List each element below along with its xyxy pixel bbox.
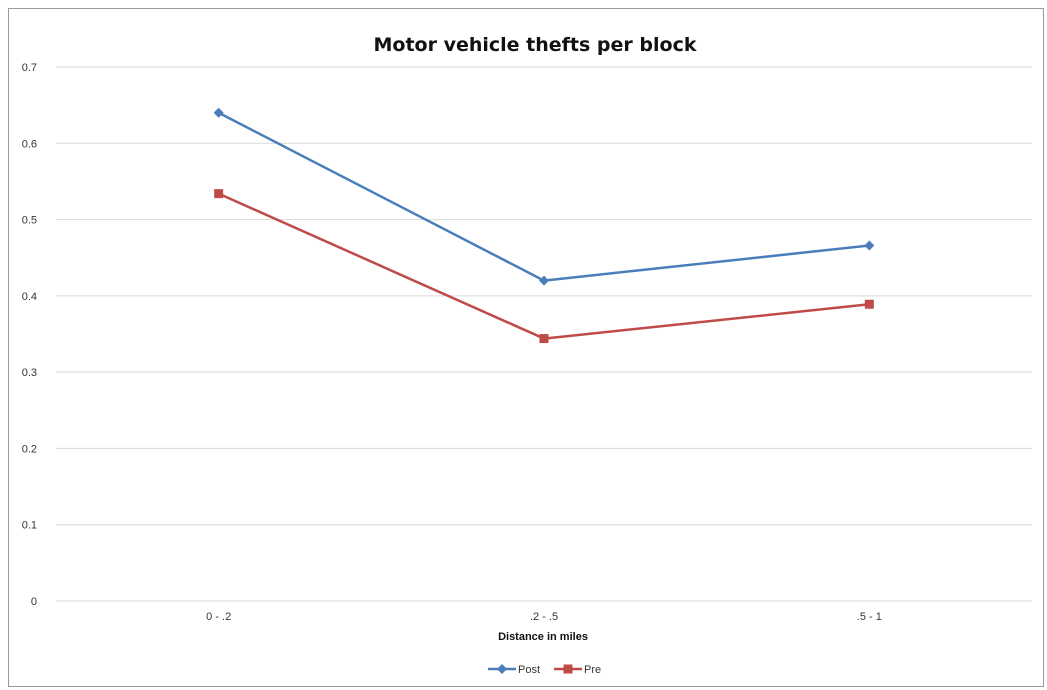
data-point-post <box>213 107 224 118</box>
y-tick-label: 0.3 <box>22 367 37 379</box>
gridlines <box>56 66 1032 602</box>
data-point-post <box>864 240 875 251</box>
data-point-post <box>539 275 549 286</box>
series-pre <box>214 189 874 344</box>
x-axis-ticks: 0 - .2 .2 - .5 .5 - 1 <box>206 611 882 623</box>
legend: Post Pre <box>488 664 601 676</box>
series-line-post <box>218 111 870 282</box>
legend-item-pre: Pre <box>554 664 601 676</box>
legend-item-post: Post <box>488 664 540 676</box>
data-point-pre <box>864 299 874 309</box>
chart-area: Motor vehicle thefts per block 0 0.1 0.2 0.… <box>8 8 1044 687</box>
legend-marker-pre <box>563 664 573 674</box>
data-point-pre <box>539 334 549 344</box>
series-group <box>213 107 875 344</box>
series-line-pre <box>218 192 870 340</box>
x-tick-label: .5 - 1 <box>857 611 882 623</box>
data-point-pre <box>214 189 224 199</box>
x-tick-label: .2 - .5 <box>530 611 558 623</box>
legend-label-post: Post <box>518 664 540 676</box>
x-axis-title: Distance in miles <box>498 631 588 643</box>
y-tick-label: 0.4 <box>22 291 37 303</box>
y-tick-label: 0.5 <box>22 215 37 227</box>
chart-title: Motor vehicle thefts per block <box>374 34 697 56</box>
y-tick-label: 0.6 <box>22 138 37 150</box>
legend-label-pre: Pre <box>584 664 601 676</box>
series-post <box>213 107 875 286</box>
legend-marker-post <box>497 664 507 674</box>
y-tick-label: 0.7 <box>22 62 37 74</box>
y-tick-label: 0 <box>31 596 37 608</box>
x-tick-label: 0 - .2 <box>206 611 231 623</box>
y-tick-label: 0.1 <box>22 520 37 532</box>
line-chart: Motor vehicle thefts per block 0 0.1 0.2 0.… <box>22 34 1032 676</box>
y-tick-label: 0.2 <box>22 443 37 455</box>
y-axis-ticks: 0 0.1 0.2 0.3 0.4 0.5 0.6 0.7 <box>22 62 37 608</box>
